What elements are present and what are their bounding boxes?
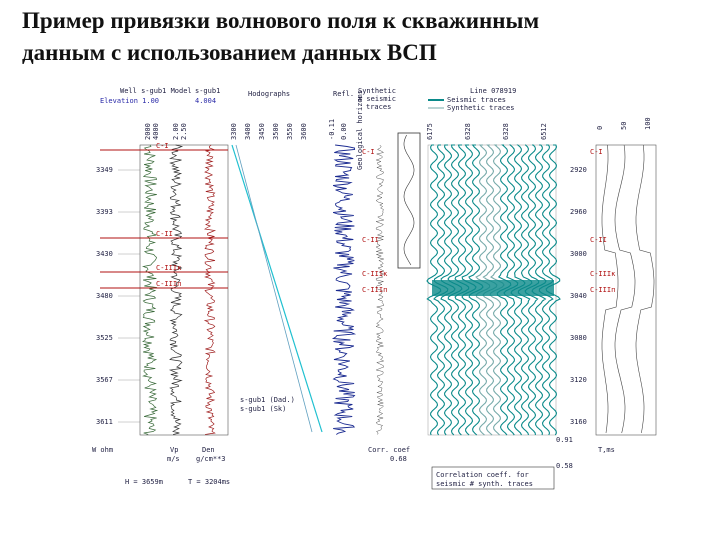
legend-text: Seismic traces: [447, 96, 506, 104]
horizon-label: С-IIIп: [362, 286, 387, 294]
footer-text: Corr. coef: [368, 446, 410, 454]
footer-text: Vp: [170, 446, 178, 454]
header-text: 4.004: [195, 97, 216, 105]
scale-label: 100: [644, 117, 652, 130]
log-curve: [141, 144, 159, 435]
footer-text: m/s: [167, 455, 180, 463]
horizon-label: С-II: [590, 236, 607, 244]
inset-box: [397, 132, 421, 269]
scale-label: 6328: [502, 123, 510, 140]
header-text: traces: [366, 103, 391, 111]
corr-frame: [595, 144, 657, 436]
horizon-label: С-IIIк: [362, 270, 388, 278]
time-label: 3120: [570, 376, 587, 384]
scale-label: 3600: [300, 123, 308, 140]
horizon-label: С-IIIп: [156, 280, 181, 288]
log-curve: [168, 144, 184, 435]
scale-label: 2.00: [172, 123, 180, 140]
corr-box: [431, 466, 555, 490]
header-text: Geological horizons: [356, 90, 364, 170]
scale-label: 6328: [464, 123, 472, 140]
scale-label: 4000: [152, 123, 160, 140]
depth-label: 3525: [96, 334, 113, 342]
title-line: Пример привязки волнового поля к скважин…: [22, 8, 539, 33]
scale-label: 2.50: [180, 123, 188, 140]
log-curve: [203, 144, 217, 435]
footer-text: 0.68: [390, 455, 407, 463]
horizon-label: С-I: [362, 148, 375, 156]
hodograph-legend: s-gub1 (Dad.): [240, 396, 295, 404]
depth-label: 3349: [96, 166, 113, 174]
footer-text: g/cm**3: [196, 455, 226, 463]
footer-text: H = 3659m: [125, 478, 163, 486]
figure: Well s-gub1 Model Elevation 1.00 s-gub1 …: [92, 87, 657, 490]
depth-label: 3393: [96, 208, 113, 216]
scale-label: 2000: [144, 123, 152, 140]
footer-text: W ohm: [92, 446, 113, 454]
horizon-label: С-II: [362, 236, 379, 244]
scale-label: 3450: [258, 123, 266, 140]
log-curve: [331, 144, 357, 435]
depth-label: 3567: [96, 376, 113, 384]
header-text: Well s-gub1 Model: [120, 87, 192, 95]
footer-text: 0.58: [556, 462, 573, 470]
hodograph: [231, 144, 323, 433]
header-text: s-gub1: [195, 87, 220, 95]
footer-text: Correlation coeff. for: [436, 471, 529, 479]
header-text: Synthetic: [358, 87, 396, 95]
time-label: 3040: [570, 292, 587, 300]
header-text: Elevation 1.00: [100, 97, 159, 105]
header-text: Hodographs: [248, 90, 290, 98]
scale-label: 6175: [426, 123, 434, 140]
time-label: 3080: [570, 334, 587, 342]
log-frame: [139, 144, 229, 436]
scale-label: 3400: [244, 123, 252, 140]
depth-label: 3611: [96, 418, 113, 426]
footer-text: 0.91: [556, 436, 573, 444]
time-label: 3160: [570, 418, 587, 426]
legend-text: Synthetic traces: [447, 104, 514, 112]
scale-label: -0.11: [328, 119, 336, 140]
scale-label: 3550: [286, 123, 294, 140]
horizon-label: С-II: [156, 230, 173, 238]
scale-label: 3300: [230, 123, 238, 140]
depth-label: 3480: [96, 292, 113, 300]
horizon-label: С-IIIк: [590, 270, 616, 278]
corr-curve: [601, 144, 619, 434]
corr-curve: [614, 144, 636, 434]
scale-label: 6512: [540, 123, 548, 140]
header-text: Line 078919: [470, 87, 516, 95]
header-text: Refl.: [333, 90, 354, 98]
horizon-label: С-IIIп: [590, 286, 615, 294]
time-label: 2960: [570, 208, 587, 216]
strong-reflector: [432, 280, 554, 296]
scale-label: 0: [596, 126, 604, 130]
inset-curve: [403, 134, 415, 266]
header-text: # seismic: [358, 95, 396, 103]
scale-label: 50: [620, 122, 628, 130]
time-label: 3000: [570, 250, 587, 258]
scale-label: 3500: [272, 123, 280, 140]
scale-label: 0.00: [340, 123, 348, 140]
hodograph: [235, 144, 313, 433]
footer-text: T,ms: [598, 446, 615, 454]
log-curve: [375, 144, 385, 435]
corr-curve: [635, 144, 655, 434]
horizon-label: С-IIIк: [156, 264, 182, 272]
footer-text: T = 3204ms: [188, 478, 230, 486]
horizon-label: С-I: [590, 148, 603, 156]
footer-text: seismic # synth. traces: [436, 480, 533, 488]
depth-label: 3430: [96, 250, 113, 258]
horizon-label: С-I: [156, 142, 169, 150]
time-label: 2920: [570, 166, 587, 174]
hodograph-legend: s-gub1 (Sk): [240, 405, 286, 413]
footer-text: Den: [202, 446, 215, 454]
title-line: данным с использованием данных ВСП: [22, 40, 437, 65]
